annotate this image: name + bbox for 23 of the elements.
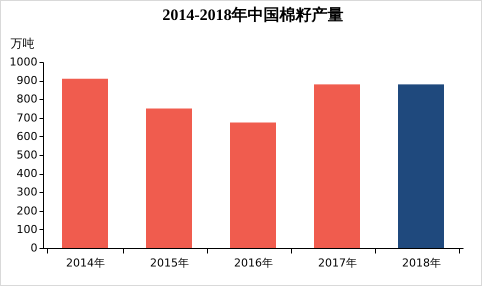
x-tick-label: 2016年	[234, 256, 273, 270]
x-tick-label: 2015年	[150, 256, 189, 270]
y-tick-label: 0	[30, 242, 38, 254]
y-tick-label: 900	[16, 74, 38, 88]
bar	[398, 84, 444, 248]
y-axis-title: 万吨	[10, 36, 34, 50]
y-tick-label: 500	[16, 148, 38, 162]
y-tick-label: 100	[16, 222, 38, 236]
y-tick-label: 700	[16, 111, 38, 124]
x-tick-label: 2018年	[402, 256, 441, 270]
bar	[230, 122, 276, 248]
bar	[146, 108, 192, 248]
bar	[62, 78, 108, 248]
x-tick-label: 2014年	[66, 256, 105, 270]
y-tick-label: 600	[16, 130, 38, 143]
y-tick-label: 300	[16, 186, 38, 199]
y-tick-label: 200	[16, 204, 38, 218]
x-tick-label: 2017年	[318, 256, 357, 270]
y-tick-label: 1000	[10, 56, 38, 68]
y-tick-label: 400	[16, 167, 38, 180]
y-tick-label: 800	[16, 92, 38, 106]
bar	[314, 84, 360, 248]
chart-title: 2014-2018年中国棉籽产量	[162, 6, 344, 24]
